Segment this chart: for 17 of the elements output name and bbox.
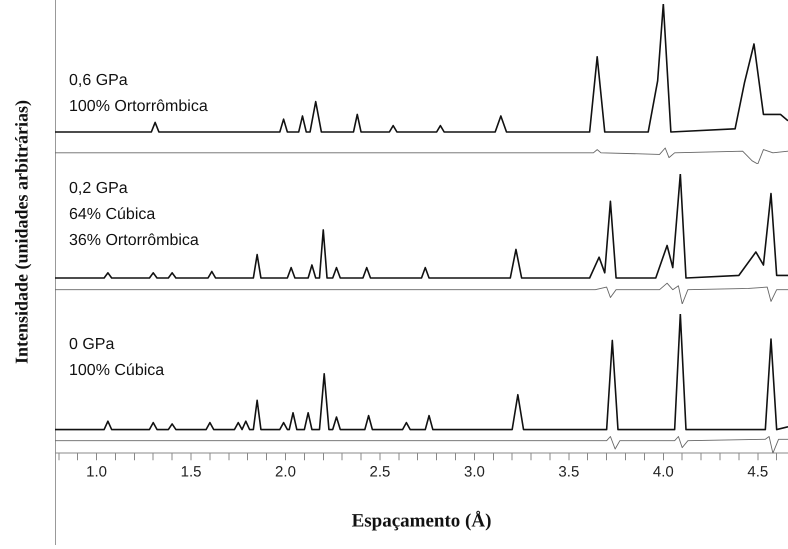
x-tick-label: 3.5	[558, 463, 580, 480]
x-tick-label: 4.5	[747, 463, 768, 480]
x-tick-label: 1.5	[180, 463, 202, 480]
x-tick-label: 3.0	[464, 463, 485, 480]
annotation: 0,2 GPa	[69, 179, 129, 199]
x-tick-label: 1.0	[86, 463, 107, 480]
y-axis-title: Intensidade (unidades arbitrárias)	[12, 100, 32, 364]
annotation: 0 GPa	[69, 335, 116, 355]
annotation: 36% Ortorrômbica	[69, 231, 199, 251]
annotation: 100% Cúbica	[69, 361, 164, 381]
annotation: 0,6 GPa	[69, 71, 129, 91]
x-tick-label: 2.5	[370, 463, 390, 480]
x-tick-label: 2.0	[275, 463, 296, 480]
x-tick-label: 4.0	[652, 463, 674, 480]
annotation: 64% Cúbica	[69, 205, 156, 225]
x-axis-title: Espaçamento (Å)	[352, 510, 492, 532]
annotation: 100% Ortorrômbica	[69, 97, 208, 117]
